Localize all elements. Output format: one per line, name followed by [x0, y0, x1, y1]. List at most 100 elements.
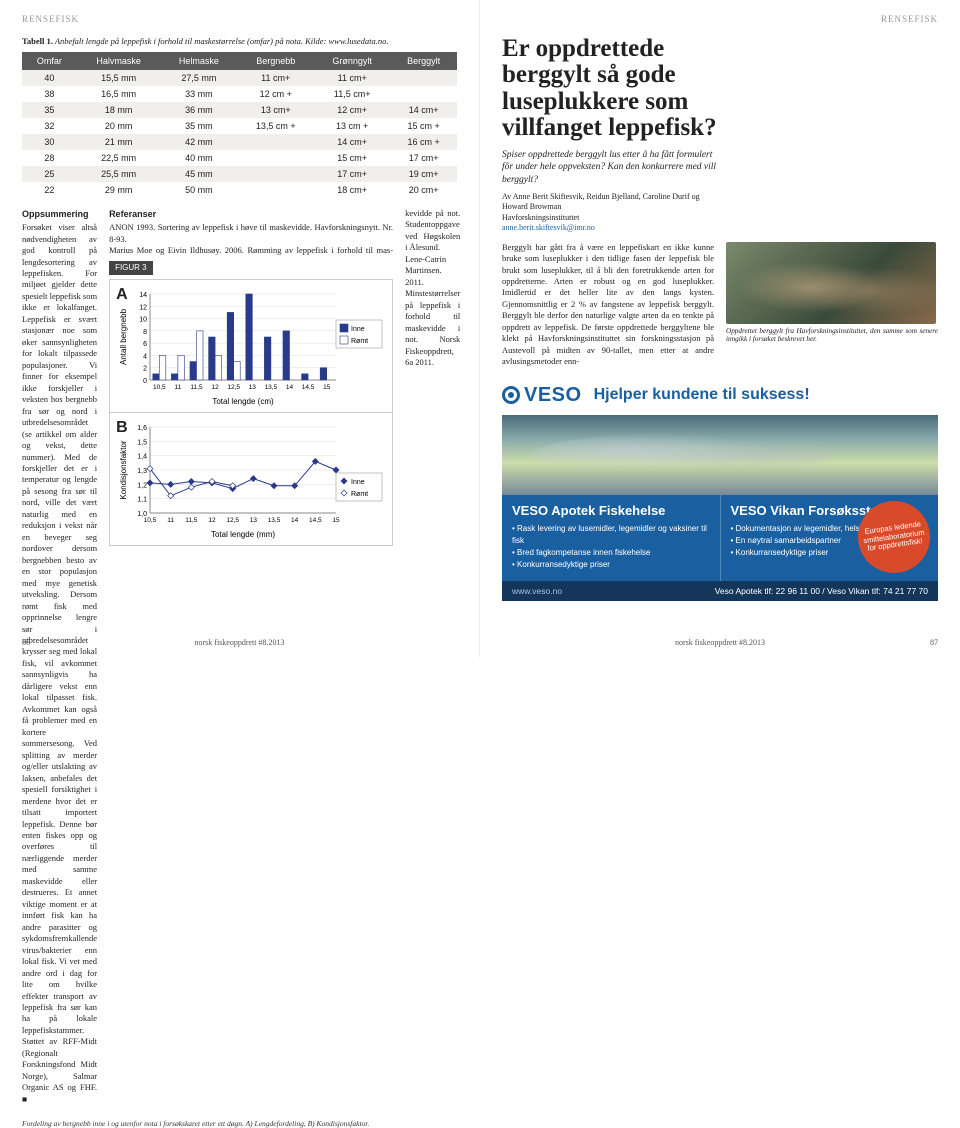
chart-b: 1,01,11,21,31,41,51,610,51111,51212,5131… [116, 419, 386, 539]
ad-panel1-title: VESO Apotek Fiskehelse [512, 503, 710, 518]
svg-text:13: 13 [250, 517, 258, 524]
svg-text:14,5: 14,5 [302, 384, 315, 391]
col3-body: kevidde på not. Studentoppgave ved Høgsk… [405, 208, 460, 367]
issue-left: norsk fiskeoppdrett #8.2013 [195, 638, 285, 647]
svg-text:Inne: Inne [351, 326, 365, 333]
svg-text:13,5: 13,5 [265, 384, 278, 391]
svg-text:10,5: 10,5 [144, 517, 157, 524]
table-cell: 18 cm+ [314, 182, 390, 198]
table-cell: 50 mm [160, 182, 237, 198]
table-cell: 42 mm [160, 134, 237, 150]
table-cell [390, 86, 457, 102]
article-title: Er oppdrettede berggylt så gode lusepluk… [502, 36, 723, 141]
svg-text:14: 14 [291, 517, 299, 524]
col2-body: ANON 1993. Sortering av leppefisk i høve… [109, 222, 393, 255]
section-header-right: RENSEFISK [881, 14, 938, 24]
table-cell: 16,5 mm [77, 86, 161, 102]
ad-url[interactable]: www.veso.no [512, 586, 562, 596]
svg-text:10: 10 [139, 317, 147, 324]
data-table: OmfarHalvmaskeHelmaskeBergnebbGrønngyltB… [22, 52, 457, 198]
table-header: Bergnebb [237, 52, 314, 70]
svg-text:6: 6 [143, 341, 147, 348]
table-header: Grønngylt [314, 52, 390, 70]
svg-text:Rømt: Rømt [351, 338, 368, 345]
chart-b-box: B 1,01,11,21,31,41,51,610,51111,51212,51… [109, 413, 393, 546]
svg-text:12: 12 [139, 305, 147, 312]
table-cell: 14 cm+ [390, 102, 457, 118]
article-body: Berggylt har gått fra å være en leppefis… [502, 242, 714, 368]
table-cell: 33 mm [160, 86, 237, 102]
table-cell: 40 [22, 70, 77, 86]
ad-logo: VESO [502, 384, 582, 407]
table-cell: 25,5 mm [77, 166, 161, 182]
table-cell: 30 [22, 134, 77, 150]
article-photo-col: Oppdrettet berggylt fra Havforskningsins… [726, 242, 938, 368]
table-row: 2229 mm50 mm18 cm+20 cm+ [22, 182, 457, 198]
table-cell: 12 cm + [237, 86, 314, 102]
table-cell: 18 mm [77, 102, 161, 118]
svg-text:1,5: 1,5 [137, 440, 147, 447]
table-row: 4015,5 mm27,5 mm11 cm+11 cm+ [22, 70, 457, 86]
svg-text:4: 4 [143, 354, 147, 361]
table-cell: 35 [22, 102, 77, 118]
table-cell: 40 mm [160, 150, 237, 166]
byline: Av Anne Berit Skiftesvik, Reidun Bjellan… [502, 192, 723, 234]
table-cell: 45 mm [160, 166, 237, 182]
svg-text:2: 2 [143, 366, 147, 373]
svg-text:14: 14 [286, 384, 294, 391]
ad-panel-2: VESO Vikan Forsøksstasjon Dokumentasjon … [721, 495, 939, 581]
table-header: Omfar [22, 52, 77, 70]
table-row: 2525,5 mm45 mm17 cm+19 cm+ [22, 166, 457, 182]
table-cell: 15 cm+ [314, 150, 390, 166]
svg-text:12,5: 12,5 [227, 384, 240, 391]
svg-text:14: 14 [139, 292, 147, 299]
ad-fish-image [502, 415, 938, 495]
svg-text:12: 12 [212, 384, 220, 391]
ad-header: VESO Hjelper kundene til suksess! [502, 380, 938, 411]
table-cell: 38 [22, 86, 77, 102]
table-cell [237, 166, 314, 182]
byline-authors: Av Anne Berit Skiftesvik, Reidun Bjellan… [502, 192, 723, 213]
table-header: Berggylt [390, 52, 457, 70]
svg-text:Inne: Inne [351, 479, 365, 486]
table-cell: 21 mm [77, 134, 161, 150]
table-caption-text: Anbefalt lengde på leppefisk i forhold t… [55, 36, 389, 46]
table-cell: 12 cm+ [314, 102, 390, 118]
ad-slogan: Hjelper kundene til suksess! [594, 386, 810, 404]
table-row: 3816,5 mm33 mm12 cm +11,5 cm+ [22, 86, 457, 102]
table-cell: 13,5 cm + [237, 118, 314, 134]
svg-text:15: 15 [323, 384, 331, 391]
figure-label: FIGUR 3 [109, 261, 153, 276]
table-cell [390, 70, 457, 86]
advertisement: VESO Hjelper kundene til suksess! VESO A… [502, 380, 938, 601]
svg-text:1,6: 1,6 [137, 425, 147, 432]
table-cell: 15 cm + [390, 118, 457, 134]
ad-panel1-list: Rask levering av lusemidler, legemidler … [512, 523, 710, 571]
svg-text:12: 12 [208, 517, 216, 524]
svg-text:Rømt: Rømt [351, 491, 368, 498]
col1-body: Forsøket viser altså nødvendigheten av g… [22, 222, 97, 1104]
svg-text:0: 0 [143, 378, 147, 385]
page-number-left: 86 [22, 638, 30, 647]
table-cell: 36 mm [160, 102, 237, 118]
ad-footer: www.veso.no Veso Apotek tlf: 22 96 11 00… [502, 581, 938, 601]
svg-text:Total lengde (mm): Total lengde (mm) [211, 530, 275, 539]
table-cell: 17 cm+ [314, 166, 390, 182]
col2-heading: Referanser [109, 208, 393, 220]
table-cell: 27,5 mm [160, 70, 237, 86]
ad-logo-text: VESO [524, 384, 582, 407]
table-cell [237, 150, 314, 166]
svg-text:11,5: 11,5 [190, 384, 203, 391]
table-cell: 11 cm+ [314, 70, 390, 86]
ad-panels: VESO Apotek Fiskehelse Rask levering av … [502, 495, 938, 581]
svg-text:11: 11 [175, 384, 182, 391]
table-cell: 19 cm+ [390, 166, 457, 182]
svg-text:11: 11 [167, 517, 174, 524]
article-lead: Spiser oppdrettede berggylt lus etter å … [502, 149, 723, 186]
svg-text:14,5: 14,5 [309, 517, 322, 524]
table-cell: 13 cm+ [237, 102, 314, 118]
table-cell: 22 [22, 182, 77, 198]
svg-text:15: 15 [332, 517, 340, 524]
table-row: 3518 mm36 mm13 cm+12 cm+14 cm+ [22, 102, 457, 118]
table-cell: 35 mm [160, 118, 237, 134]
